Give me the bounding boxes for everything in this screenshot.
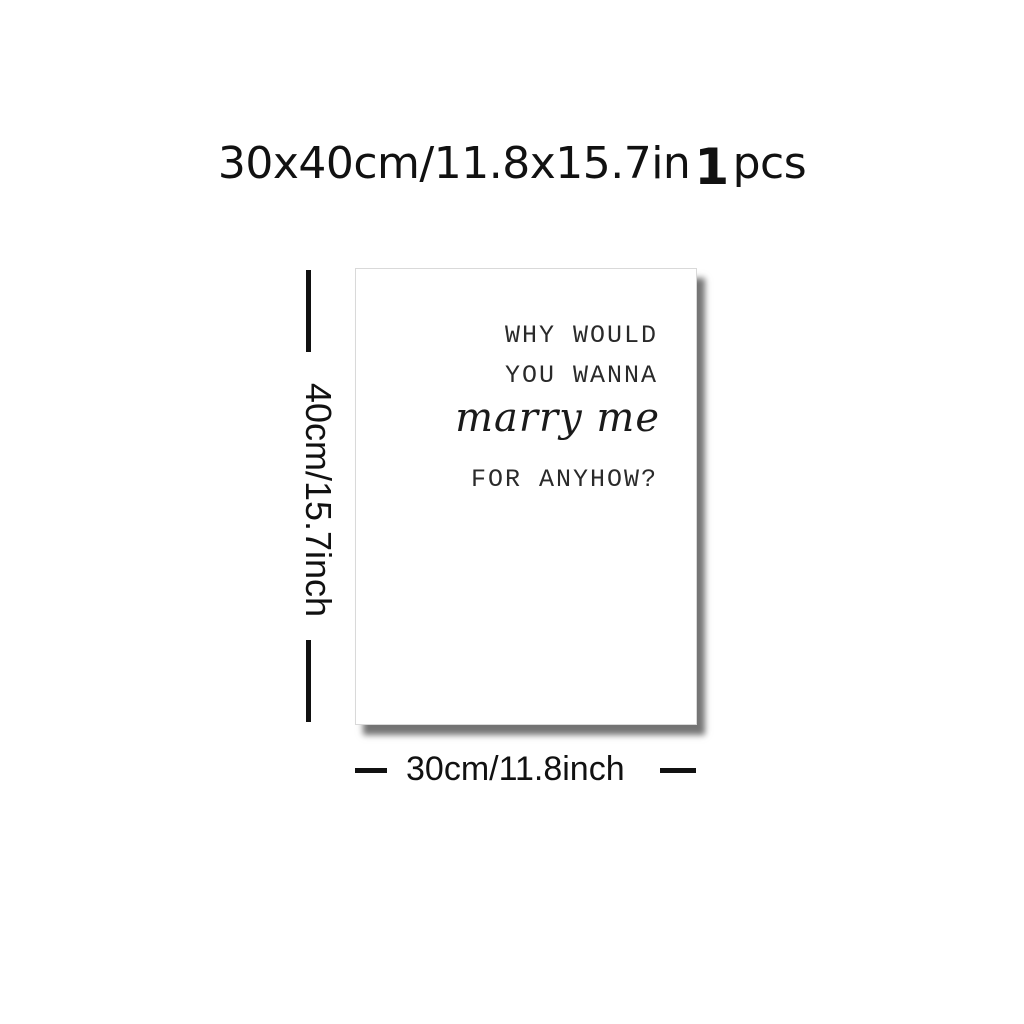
quantity-unit: pcs (732, 138, 807, 189)
quantity-number: 1 (694, 138, 729, 196)
poster-line-2: YOU WANNA (504, 361, 658, 390)
width-dimension-bar-left (355, 768, 387, 773)
height-dimension-bar-bottom (306, 640, 311, 722)
size-text: 30x40cm/11.8x15.7in (217, 138, 691, 189)
poster-card: WHY WOULD YOU WANNA marry me FOR ANYHOW? (355, 268, 697, 725)
width-label: 30cm/11.8inch (406, 750, 625, 788)
height-dimension-bar-top (306, 270, 311, 352)
poster-script-line: marry me (455, 395, 660, 441)
poster-line-4: FOR ANYHOW? (470, 465, 658, 494)
poster-line-1: WHY WOULD (504, 321, 658, 350)
size-headline: 30x40cm/11.8x15.7in1pcs (0, 132, 1024, 196)
height-label: 40cm/15.7inch (298, 382, 339, 618)
width-dimension-bar-right (660, 768, 696, 773)
